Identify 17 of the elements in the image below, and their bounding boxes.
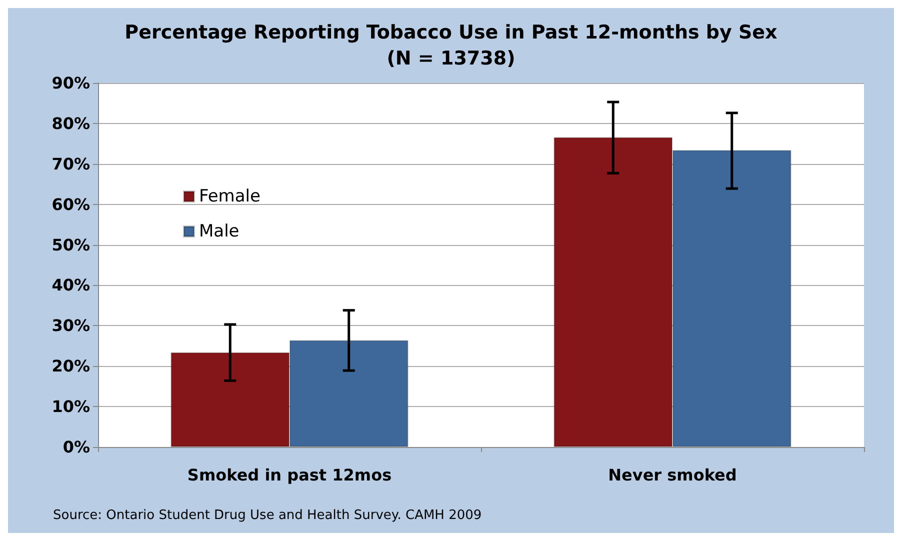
source-note: Source: Ontario Student Drug Use and Health Survey. CAMH 2009	[53, 508, 482, 523]
y-tick-label: 40%	[52, 276, 90, 295]
y-tick-label: 0%	[62, 438, 90, 456]
y-tick-label: 20%	[52, 356, 90, 376]
y-tick-label: 30%	[52, 316, 90, 336]
legend-label: Female	[199, 186, 260, 206]
y-tick-label: 60%	[52, 194, 90, 214]
chart-title: Percentage Reporting Tobacco Use in Past 12-months by Sex	[124, 22, 778, 44]
y-tick-label: 10%	[52, 397, 90, 416]
y-tick-label: 70%	[52, 154, 90, 174]
y-tick-label: 90%	[52, 74, 90, 92]
x-tick-label: Smoked in past 12mos	[187, 466, 392, 484]
chart-subtitle: (N = 13738)	[386, 48, 516, 70]
legend-label: Male	[199, 222, 240, 242]
x-tick-label: Never smoked	[608, 466, 737, 484]
y-tick-label: 50%	[52, 235, 90, 254]
y-tick-label: 80%	[52, 114, 90, 133]
